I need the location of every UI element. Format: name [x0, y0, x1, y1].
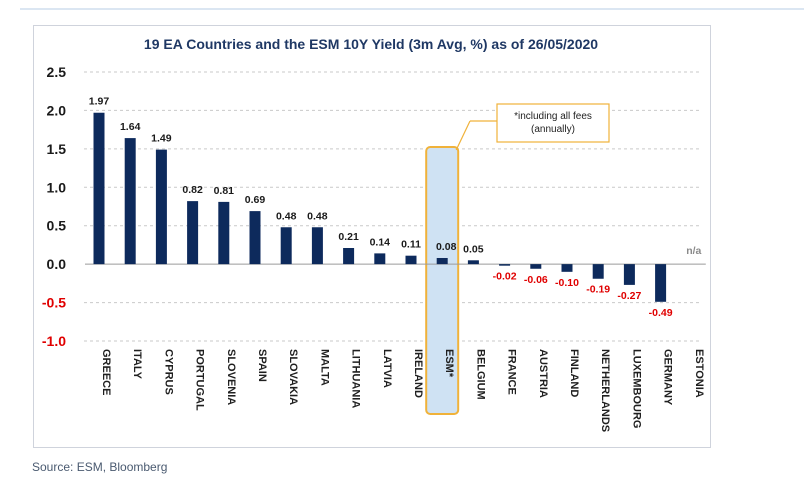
bar — [499, 264, 511, 266]
x-tick-label: PORTUGAL — [194, 349, 206, 411]
x-tick-label: MALTA — [318, 349, 330, 386]
x-tick-label: CYPRUS — [162, 349, 174, 395]
x-tick-label: LATVIA — [381, 349, 393, 388]
data-label: 1.97 — [89, 96, 110, 108]
data-label: 0.08 — [436, 241, 457, 253]
x-tick-label: LITHUANIA — [350, 349, 362, 408]
bar — [623, 264, 635, 285]
y-tick-label: 1.0 — [47, 179, 67, 195]
x-tick-label: SLOVENIA — [225, 349, 237, 405]
data-label: 0.21 — [338, 231, 359, 243]
annotation-text: (annually) — [531, 124, 575, 135]
y-tick-label: 0.5 — [47, 218, 67, 234]
x-tick-label: GERMANY — [662, 349, 674, 406]
source-note: Source: ESM, Bloomberg — [32, 460, 168, 474]
y-tick-label: -0.5 — [42, 295, 66, 311]
data-label: -0.10 — [555, 277, 579, 289]
bar — [405, 255, 417, 265]
x-tick-label: SLOVAKIA — [287, 349, 299, 405]
data-label: 0.69 — [245, 194, 266, 206]
bar — [436, 257, 448, 265]
x-tick-label: ESTONIA — [693, 349, 705, 398]
y-tick-label: 2.5 — [47, 64, 67, 80]
x-tick-label: GREECE — [100, 349, 112, 395]
bar — [467, 260, 479, 265]
annotation-box — [496, 103, 610, 143]
x-tick-label: LUXEMBOURG — [630, 349, 642, 428]
x-tick-label: ITALY — [131, 349, 143, 380]
bar — [655, 264, 667, 302]
bar — [218, 201, 230, 265]
bar — [374, 253, 386, 265]
data-label: 0.11 — [401, 239, 421, 251]
data-label: 0.48 — [307, 210, 328, 222]
data-label: 0.48 — [276, 210, 297, 222]
x-tick-label: AUSTRIA — [537, 349, 549, 398]
bar — [249, 211, 261, 265]
bar — [592, 264, 604, 279]
top-accent-line — [0, 0, 804, 10]
y-tick-label: 0.0 — [47, 256, 67, 272]
bar — [311, 227, 323, 265]
annotation-text: *including all fees — [514, 111, 592, 122]
data-label: 1.64 — [120, 121, 141, 133]
y-tick-label: 1.5 — [47, 141, 67, 157]
x-tick-label: IRELAND — [412, 349, 424, 398]
y-tick-label: 2.0 — [47, 102, 67, 118]
data-label: -0.06 — [524, 274, 548, 286]
bar — [187, 201, 199, 265]
top-accent-svg — [20, 8, 804, 10]
chart-title: 19 EA Countries and the ESM 10Y Yield (3… — [144, 36, 598, 52]
data-label: 1.49 — [151, 133, 172, 145]
data-label: 0.81 — [214, 185, 235, 197]
data-label: -0.19 — [586, 284, 610, 296]
bar — [124, 138, 136, 265]
chart-frame — [33, 25, 711, 448]
x-tick-label: FINLAND — [568, 349, 580, 397]
x-tick-label: NETHERLANDS — [599, 349, 611, 432]
bar — [93, 112, 105, 265]
x-tick-label: SPAIN — [256, 349, 268, 382]
x-tick-label: BELGIUM — [474, 349, 486, 400]
data-label: -0.02 — [493, 271, 517, 283]
x-tick-label: ESM* — [443, 349, 455, 378]
annotation-connector — [455, 120, 471, 151]
data-label: -0.49 — [649, 307, 673, 319]
x-tick-label: FRANCE — [506, 349, 518, 395]
bar — [155, 149, 167, 265]
data-label: 0.05 — [463, 243, 484, 255]
bar — [343, 248, 355, 265]
bar — [530, 264, 542, 269]
data-label: -0.27 — [617, 290, 641, 302]
esm-highlight-box — [425, 146, 460, 415]
bar — [561, 264, 573, 272]
y-tick-label: -1.0 — [42, 333, 66, 349]
data-label: 0.82 — [182, 184, 203, 196]
data-label-na: n/a — [686, 245, 701, 257]
data-label: 0.14 — [370, 236, 391, 248]
bar — [280, 227, 292, 265]
